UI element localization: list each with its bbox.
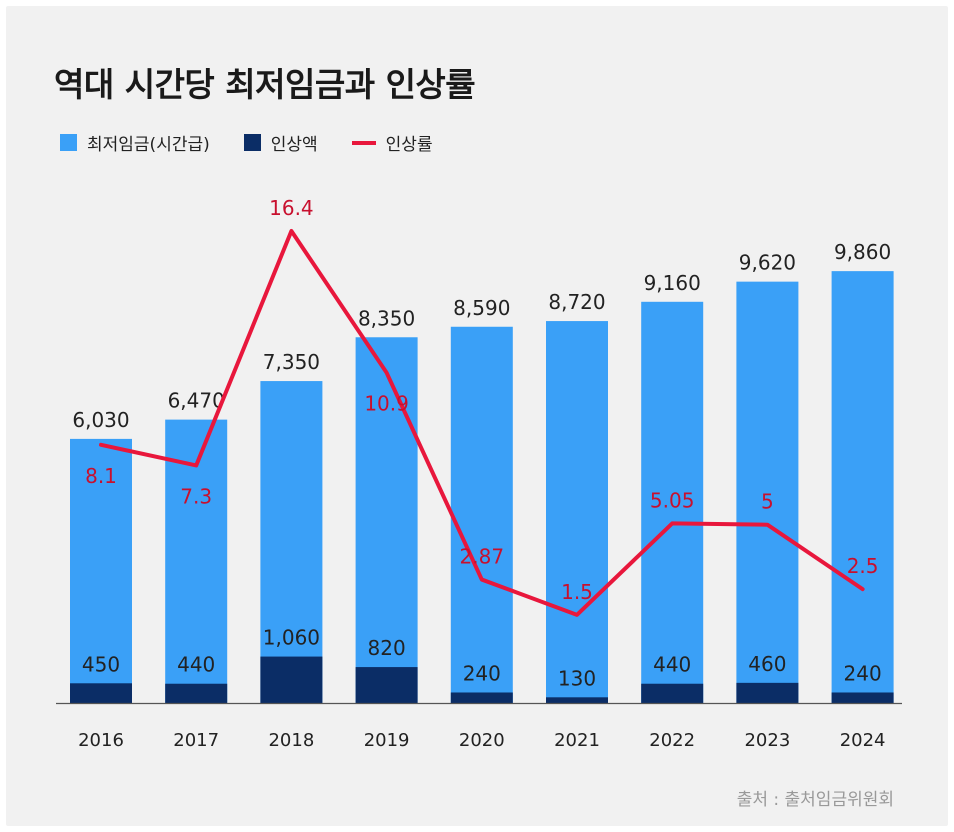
x-tick-label-2022: 2022	[649, 730, 695, 751]
x-tick-label-2019: 2019	[364, 730, 410, 751]
increase-bar-2021	[546, 697, 608, 703]
legend-swatch-rate	[351, 140, 376, 145]
wage-label-2021: 8,720	[548, 290, 605, 314]
wage-bar-2022	[641, 301, 704, 703]
increase-bar-2018	[260, 656, 323, 703]
legend-label-rate: 인상률	[385, 135, 433, 155]
legend-swatch-wage	[60, 134, 77, 151]
increase-label-2020: 240	[463, 661, 501, 685]
rate-label-2018: 16.4	[269, 196, 314, 220]
increase-label-2017: 440	[177, 653, 215, 677]
rate-label-2020: 2.87	[460, 545, 505, 569]
rate-label-2017: 7.3	[180, 484, 212, 508]
rate-label-2019: 10.9	[364, 392, 409, 416]
legend-item-wage: 최저임금(시간급)	[60, 130, 210, 155]
wage-label-2018: 7,350	[263, 350, 320, 374]
x-tick-label-2020: 2020	[459, 730, 505, 751]
legend: 최저임금(시간급) 인상액 인상률	[60, 130, 467, 155]
rate-label-2023: 5	[761, 490, 774, 514]
chart-title: 역대 시간당 최저임금과 인상률	[54, 65, 476, 104]
increase-bar-2023	[736, 682, 799, 703]
wage-label-2022: 9,160	[644, 271, 701, 295]
increase-bar-2022	[641, 683, 704, 703]
x-tick-label-2018: 2018	[268, 730, 314, 751]
legend-item-increase: 인상액	[243, 130, 318, 155]
wage-label-2016: 6,030	[72, 408, 129, 432]
wage-label-2017: 6,470	[168, 389, 225, 413]
increase-label-2021: 130	[558, 666, 596, 690]
legend-item-rate: 인상률	[351, 130, 433, 155]
increase-label-2018: 1,060	[263, 626, 320, 650]
wage-label-2023: 9,620	[739, 251, 796, 275]
wage-bar-2021	[546, 321, 608, 703]
x-tick-label-2024: 2024	[840, 730, 886, 751]
x-tick-label-2017: 2017	[173, 730, 219, 751]
wage-label-2019: 8,350	[358, 306, 415, 330]
increase-label-2022: 440	[653, 653, 691, 677]
wage-bar-2019	[355, 337, 418, 703]
x-tick-label-2023: 2023	[744, 730, 790, 751]
increase-bar-2020	[450, 692, 513, 703]
x-tick-label-2021: 2021	[554, 730, 600, 751]
wage-bar-2024	[831, 271, 894, 703]
wage-bar-2018	[260, 381, 323, 703]
rate-label-2022: 5.05	[650, 488, 695, 512]
rate-label-2024: 2.5	[847, 554, 879, 578]
rate-label-2016: 8.1	[85, 464, 117, 488]
legend-label-increase: 인상액	[270, 135, 318, 155]
increase-bar-2024	[831, 692, 894, 703]
source-note: 출처 : 출처임금위원회	[736, 790, 894, 810]
x-tick-label-2016: 2016	[78, 730, 124, 751]
increase-label-2019: 820	[368, 636, 406, 660]
wage-bar-2016	[70, 438, 132, 703]
rate-line	[99, 229, 865, 617]
increase-label-2016: 450	[82, 652, 120, 676]
increase-label-2024: 240	[844, 661, 882, 685]
increase-label-2023: 460	[748, 652, 786, 676]
wage-label-2020: 8,590	[453, 296, 510, 320]
rate-label-2021: 1.5	[561, 580, 593, 604]
legend-swatch-increase	[243, 134, 261, 151]
increase-bar-2016	[70, 683, 132, 703]
increase-bar-2017	[165, 683, 228, 703]
wage-label-2024: 9,860	[834, 240, 891, 264]
legend-label-wage: 최저임금(시간급)	[87, 135, 210, 155]
increase-bar-2019	[355, 667, 418, 703]
wage-bar-2023	[736, 281, 799, 703]
wage-bar-2020	[450, 326, 513, 703]
